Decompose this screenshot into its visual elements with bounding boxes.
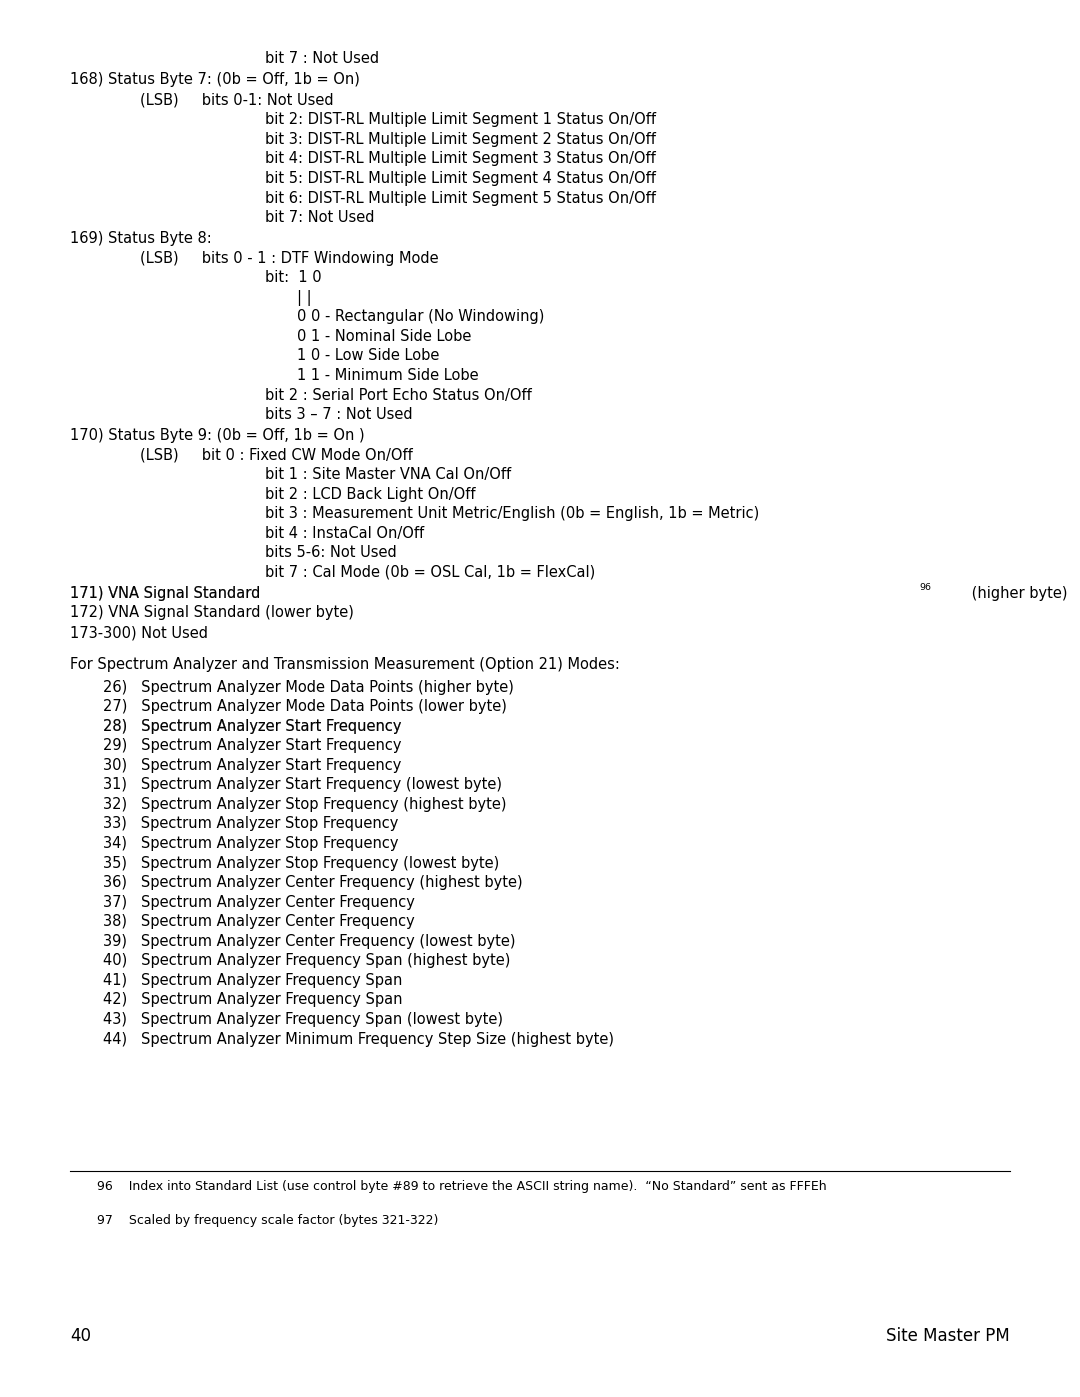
Text: bit 4: DIST-RL Multiple Limit Segment 3 Status On/Off: bit 4: DIST-RL Multiple Limit Segment 3 … bbox=[265, 151, 656, 166]
Text: 29)   Spectrum Analyzer Start Frequency: 29) Spectrum Analyzer Start Frequency bbox=[103, 738, 401, 753]
Text: 41)   Spectrum Analyzer Frequency Span: 41) Spectrum Analyzer Frequency Span bbox=[103, 972, 402, 988]
Text: bit:  1 0: bit: 1 0 bbox=[265, 270, 321, 285]
Text: 30)   Spectrum Analyzer Start Frequency: 30) Spectrum Analyzer Start Frequency bbox=[103, 757, 401, 773]
Text: (LSB)     bits 0 - 1 : DTF Windowing Mode: (LSB) bits 0 - 1 : DTF Windowing Mode bbox=[140, 250, 440, 265]
Text: 171) VNA Signal Standard: 171) VNA Signal Standard bbox=[70, 585, 260, 601]
Text: 169) Status Byte 8:: 169) Status Byte 8: bbox=[70, 231, 212, 246]
Text: bit 3 : Measurement Unit Metric/English (0b = English, 1b = Metric): bit 3 : Measurement Unit Metric/English … bbox=[265, 506, 759, 521]
Text: (LSB)     bits 0-1: Not Used: (LSB) bits 0-1: Not Used bbox=[140, 92, 334, 108]
Text: 173-300) Not Used: 173-300) Not Used bbox=[70, 624, 208, 640]
Text: bit 7 : Cal Mode (0b = OSL Cal, 1b = FlexCal): bit 7 : Cal Mode (0b = OSL Cal, 1b = Fle… bbox=[265, 564, 595, 580]
Text: bit 2 : LCD Back Light On/Off: bit 2 : LCD Back Light On/Off bbox=[265, 486, 475, 502]
Text: 31)   Spectrum Analyzer Start Frequency (lowest byte): 31) Spectrum Analyzer Start Frequency (l… bbox=[103, 777, 501, 792]
Text: bit 3: DIST-RL Multiple Limit Segment 2 Status On/Off: bit 3: DIST-RL Multiple Limit Segment 2 … bbox=[265, 131, 656, 147]
Text: 34)   Spectrum Analyzer Stop Frequency: 34) Spectrum Analyzer Stop Frequency bbox=[103, 835, 399, 851]
Text: 0 0 - Rectangular (No Windowing): 0 0 - Rectangular (No Windowing) bbox=[297, 309, 544, 324]
Text: 28)   Spectrum Analyzer Start Frequency: 28) Spectrum Analyzer Start Frequency bbox=[103, 718, 401, 733]
Text: 33)   Spectrum Analyzer Stop Frequency: 33) Spectrum Analyzer Stop Frequency bbox=[103, 816, 397, 831]
Text: bit 4 : InstaCal On/Off: bit 4 : InstaCal On/Off bbox=[265, 525, 423, 541]
Text: 0 1 - Nominal Side Lobe: 0 1 - Nominal Side Lobe bbox=[297, 328, 471, 344]
Text: bit 2 : Serial Port Echo Status On/Off: bit 2 : Serial Port Echo Status On/Off bbox=[265, 387, 531, 402]
Text: 40: 40 bbox=[70, 1327, 91, 1345]
Text: 44)   Spectrum Analyzer Minimum Frequency Step Size (highest byte): 44) Spectrum Analyzer Minimum Frequency … bbox=[103, 1031, 613, 1046]
Text: 39)   Spectrum Analyzer Center Frequency (lowest byte): 39) Spectrum Analyzer Center Frequency (… bbox=[103, 933, 515, 949]
Text: bit 1 : Site Master VNA Cal On/Off: bit 1 : Site Master VNA Cal On/Off bbox=[265, 467, 511, 482]
Text: bit 7 : Not Used: bit 7 : Not Used bbox=[265, 50, 379, 66]
Text: 171) VNA Signal Standard: 171) VNA Signal Standard bbox=[70, 585, 260, 601]
Text: 1 0 - Low Side Lobe: 1 0 - Low Side Lobe bbox=[297, 348, 440, 363]
Text: 26)   Spectrum Analyzer Mode Data Points (higher byte): 26) Spectrum Analyzer Mode Data Points (… bbox=[103, 679, 513, 694]
Text: 97    Scaled by frequency scale factor (bytes 321-322): 97 Scaled by frequency scale factor (byt… bbox=[97, 1214, 438, 1227]
Text: 42)   Spectrum Analyzer Frequency Span: 42) Spectrum Analyzer Frequency Span bbox=[103, 992, 402, 1007]
Text: bit 7: Not Used: bit 7: Not Used bbox=[265, 210, 374, 225]
Text: bit 5: DIST-RL Multiple Limit Segment 4 Status On/Off: bit 5: DIST-RL Multiple Limit Segment 4 … bbox=[265, 170, 656, 186]
Text: 171) VNA Signal Standard96 (higher byte): 171) VNA Signal Standard96 (higher byte) bbox=[70, 585, 379, 601]
Text: bits 3 – 7 : Not Used: bits 3 – 7 : Not Used bbox=[265, 407, 413, 422]
Text: (LSB)     bit 0 : Fixed CW Mode On/Off: (LSB) bit 0 : Fixed CW Mode On/Off bbox=[140, 447, 414, 462]
Text: 43)   Spectrum Analyzer Frequency Span (lowest byte): 43) Spectrum Analyzer Frequency Span (lo… bbox=[103, 1011, 502, 1027]
Text: 96: 96 bbox=[919, 583, 931, 591]
Text: 1 1 - Minimum Side Lobe: 1 1 - Minimum Side Lobe bbox=[297, 367, 478, 383]
Text: bit 2: DIST-RL Multiple Limit Segment 1 Status On/Off: bit 2: DIST-RL Multiple Limit Segment 1 … bbox=[265, 112, 656, 127]
Text: 38)   Spectrum Analyzer Center Frequency: 38) Spectrum Analyzer Center Frequency bbox=[103, 914, 415, 929]
Text: Site Master PM: Site Master PM bbox=[886, 1327, 1010, 1345]
Text: For Spectrum Analyzer and Transmission Measurement (Option 21) Modes:: For Spectrum Analyzer and Transmission M… bbox=[70, 657, 620, 672]
Text: 37)   Spectrum Analyzer Center Frequency: 37) Spectrum Analyzer Center Frequency bbox=[103, 894, 415, 909]
Text: bits 5-6: Not Used: bits 5-6: Not Used bbox=[265, 545, 396, 560]
Text: 170) Status Byte 9: (0b = Off, 1b = On ): 170) Status Byte 9: (0b = Off, 1b = On ) bbox=[70, 427, 365, 443]
Text: 28)   Spectrum Analyzer Start Frequency97 (highest byte): 28) Spectrum Analyzer Start Frequency97 … bbox=[103, 718, 528, 733]
Text: bit 6: DIST-RL Multiple Limit Segment 5 Status On/Off: bit 6: DIST-RL Multiple Limit Segment 5 … bbox=[265, 190, 656, 205]
Text: 172) VNA Signal Standard (lower byte): 172) VNA Signal Standard (lower byte) bbox=[70, 605, 354, 620]
Text: 40)   Spectrum Analyzer Frequency Span (highest byte): 40) Spectrum Analyzer Frequency Span (hi… bbox=[103, 953, 510, 968]
Text: (higher byte): (higher byte) bbox=[967, 585, 1067, 601]
Text: 168) Status Byte 7: (0b = Off, 1b = On): 168) Status Byte 7: (0b = Off, 1b = On) bbox=[70, 71, 360, 87]
Text: 32)   Spectrum Analyzer Stop Frequency (highest byte): 32) Spectrum Analyzer Stop Frequency (hi… bbox=[103, 796, 507, 812]
Text: 35)   Spectrum Analyzer Stop Frequency (lowest byte): 35) Spectrum Analyzer Stop Frequency (lo… bbox=[103, 855, 499, 870]
Text: 27)   Spectrum Analyzer Mode Data Points (lower byte): 27) Spectrum Analyzer Mode Data Points (… bbox=[103, 698, 507, 714]
Text: 28)   Spectrum Analyzer Start Frequency: 28) Spectrum Analyzer Start Frequency bbox=[103, 718, 401, 733]
Text: | |: | | bbox=[297, 289, 312, 306]
Text: 96    Index into Standard List (use control byte #89 to retrieve the ASCII strin: 96 Index into Standard List (use control… bbox=[97, 1180, 827, 1193]
Text: 36)   Spectrum Analyzer Center Frequency (highest byte): 36) Spectrum Analyzer Center Frequency (… bbox=[103, 875, 523, 890]
